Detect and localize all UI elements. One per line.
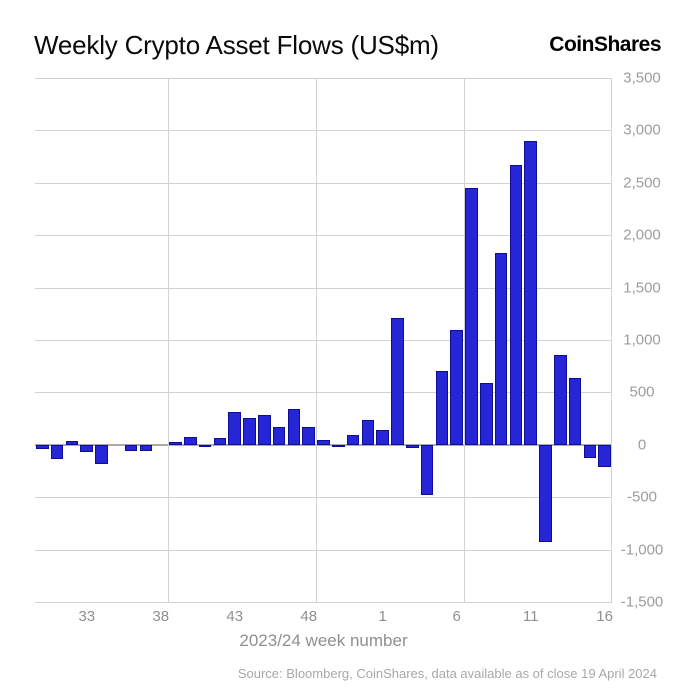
bar-week-2 bbox=[391, 317, 404, 445]
bar-week-37 bbox=[139, 444, 153, 451]
bar-week-3 bbox=[405, 444, 419, 448]
y-tick-label-1500: 1,500 bbox=[623, 279, 661, 297]
bar-week-30 bbox=[36, 444, 49, 449]
bar-week-7 bbox=[465, 188, 478, 445]
gridline-x-9 bbox=[168, 78, 170, 602]
y-tick-label-2500: 2,500 bbox=[623, 174, 661, 192]
bar-week-31 bbox=[50, 444, 64, 460]
y-tick-label-3000: 3,000 bbox=[623, 121, 661, 139]
bar-week-15 bbox=[583, 444, 597, 458]
bar-week-48 bbox=[302, 426, 315, 445]
y-tick-label-3500: 3,500 bbox=[623, 69, 661, 87]
bar-week-41 bbox=[198, 444, 212, 447]
bar-week-42 bbox=[213, 437, 227, 445]
gridline-y-500 bbox=[35, 392, 612, 394]
bar-week-47 bbox=[287, 408, 301, 445]
y-tick-label-2000: 2,000 bbox=[623, 226, 661, 244]
y-tick-label-1000: 1,000 bbox=[623, 331, 661, 349]
x-tick-label-week-6: 6 bbox=[452, 608, 461, 625]
bar-week-11 bbox=[524, 140, 537, 445]
bar-week-49 bbox=[317, 440, 330, 445]
gridline-x-19 bbox=[316, 78, 318, 602]
gridline-y-3000 bbox=[35, 130, 612, 132]
bar-week-40 bbox=[184, 437, 197, 445]
gridline-y-1500 bbox=[35, 287, 612, 289]
zero-line bbox=[35, 443, 612, 446]
x-tick-label-week-1: 1 bbox=[378, 608, 387, 625]
bar-week-50 bbox=[331, 444, 345, 448]
bar-week-9 bbox=[494, 253, 508, 445]
bar-week-12 bbox=[539, 444, 552, 543]
bar-week-45 bbox=[258, 414, 271, 445]
x-tick-label-week-11: 11 bbox=[522, 608, 539, 625]
bar-week-8 bbox=[479, 382, 493, 445]
x-tick-label-week-43: 43 bbox=[226, 608, 244, 625]
gridline-y--500 bbox=[35, 497, 612, 499]
source-note: Source: Bloomberg, CoinShares, data avai… bbox=[237, 666, 657, 681]
bar-week-16 bbox=[598, 444, 611, 467]
bar-week-34 bbox=[95, 444, 108, 464]
coinshares-logo: CoinShares bbox=[549, 33, 661, 56]
bar-week-36 bbox=[124, 444, 138, 452]
bar-week-10 bbox=[509, 164, 523, 445]
bar-week-52 bbox=[361, 419, 375, 445]
bar-week-13 bbox=[553, 354, 567, 445]
bar-week-44 bbox=[243, 418, 256, 445]
gridline-y-2000 bbox=[35, 235, 612, 237]
x-tick-label-week-48: 48 bbox=[300, 608, 318, 625]
gridline-y-3500 bbox=[35, 78, 612, 79]
bar-week-6 bbox=[450, 329, 463, 445]
bar-week-51 bbox=[346, 434, 360, 445]
gridline-x-39 bbox=[611, 78, 612, 602]
x-tick-label-week-33: 33 bbox=[78, 608, 96, 625]
chart-header: Weekly Crypto Asset Flows (US$m) CoinSha… bbox=[0, 0, 683, 70]
y-tick-label--1000: -1,000 bbox=[620, 541, 664, 559]
bar-week-33 bbox=[80, 444, 94, 453]
gridline-y--1000 bbox=[35, 549, 612, 551]
x-axis-title: 2023/24 week number bbox=[239, 631, 408, 650]
gridline-y-1000 bbox=[35, 340, 612, 341]
plot-area bbox=[35, 78, 612, 603]
bar-week-46 bbox=[272, 426, 286, 445]
x-tick-label-week-16: 16 bbox=[596, 608, 613, 625]
y-tick-label-500: 500 bbox=[629, 383, 655, 401]
x-tick-label-week-38: 38 bbox=[152, 608, 170, 625]
y-tick-label--1500: -1,500 bbox=[620, 593, 664, 611]
y-tick-label-0: 0 bbox=[637, 436, 647, 454]
bar-week-5 bbox=[435, 371, 449, 445]
bar-week-1 bbox=[376, 430, 389, 445]
bar-week-32 bbox=[65, 440, 79, 445]
bar-week-4 bbox=[420, 444, 434, 496]
bar-week-14 bbox=[568, 377, 582, 445]
bar-week-43 bbox=[228, 411, 242, 445]
chart-title: Weekly Crypto Asset Flows (US$m) bbox=[34, 30, 439, 60]
y-tick-label--500: -500 bbox=[626, 488, 658, 506]
bar-week-39 bbox=[169, 441, 182, 445]
gridline-y--1500 bbox=[35, 602, 612, 603]
gridline-y-2500 bbox=[35, 182, 612, 184]
gridline-x-29 bbox=[464, 78, 466, 602]
